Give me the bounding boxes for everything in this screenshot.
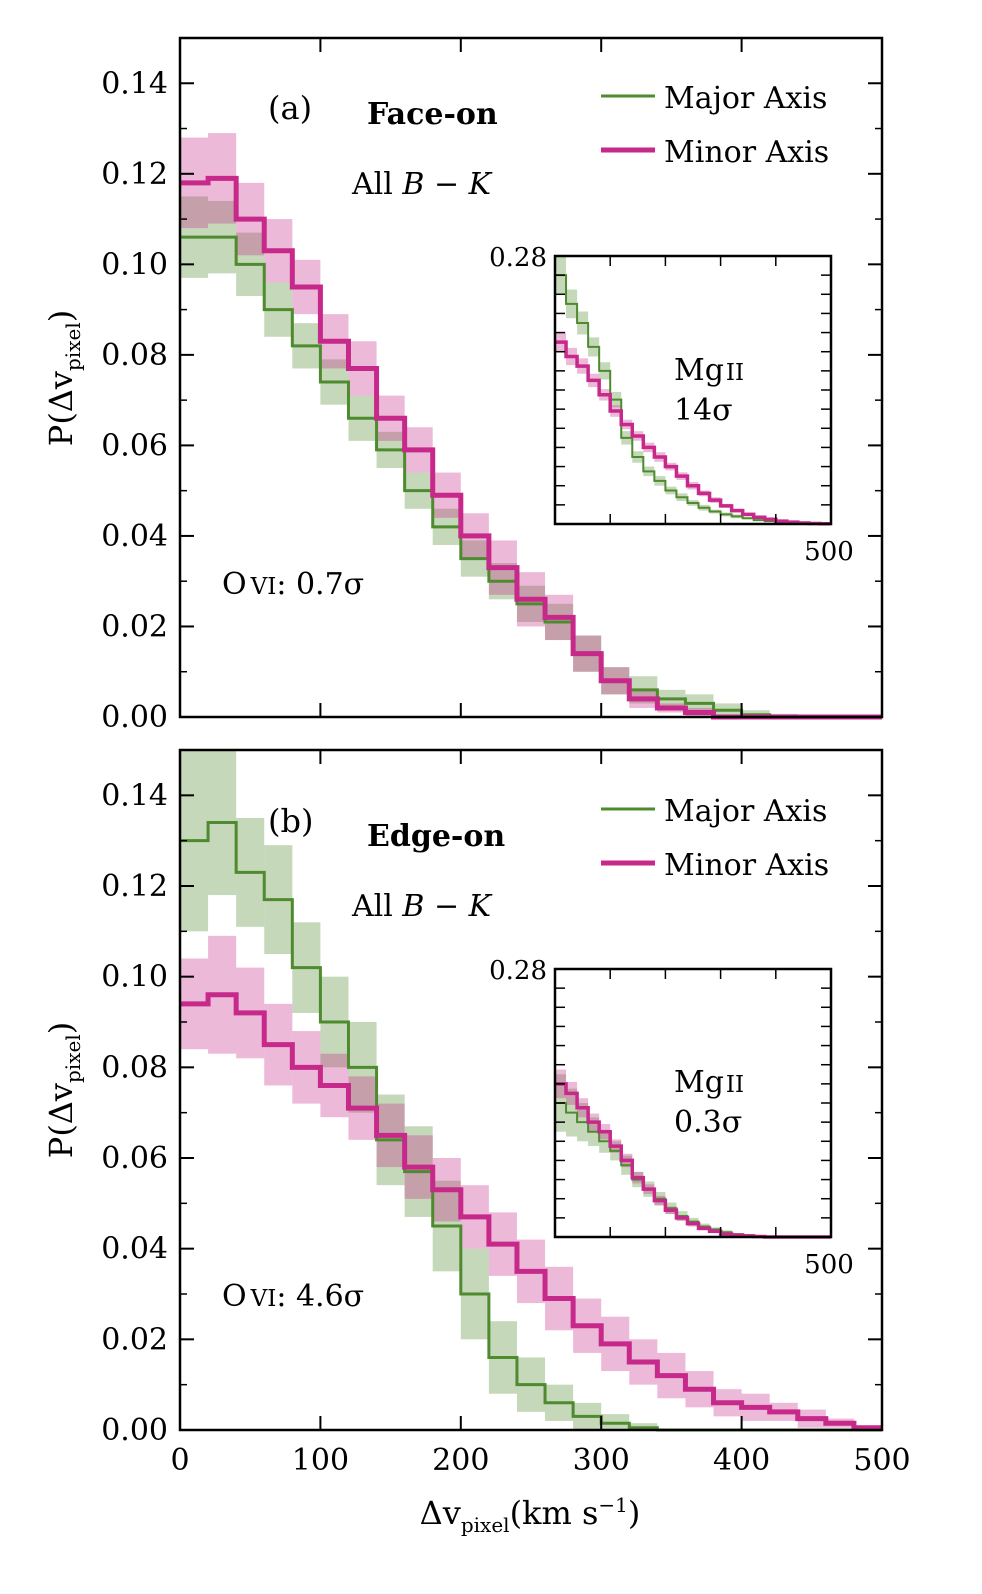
x-axis-label: Δvpixel(km s−1): [420, 1493, 641, 1537]
inset-background: [555, 969, 831, 1237]
inset-ion-label: MgII: [674, 353, 744, 388]
y-tick-label: 0.02: [101, 609, 168, 644]
legend-label-major: Major Axis: [664, 81, 827, 116]
x-tick-label: 100: [292, 1443, 349, 1478]
inset-y-tick-label: 0.28: [489, 243, 547, 273]
plot-frame: [178, 36, 884, 719]
y-tick-label: 0.04: [101, 1232, 168, 1267]
x-tick-label: 300: [573, 1443, 630, 1478]
plot-frame: [178, 748, 884, 1432]
panel-face-on: 0.00 0.02 0.04 0.06 0.08 0.10 0.12 0.14 0.28 500…: [101, 36, 884, 735]
y-axis-label-bottom: P(Δvpixel): [42, 1022, 85, 1158]
ovi-stat: O VI: 4.6σ: [222, 1279, 364, 1314]
panel-title: Face-on: [367, 97, 498, 132]
y-tick-label: 0.02: [101, 1322, 168, 1357]
panel-title: Edge-on: [367, 819, 505, 854]
x-tick-label: 500: [853, 1443, 910, 1478]
inset-background: [555, 256, 831, 524]
legend-label-minor: Minor Axis: [664, 135, 829, 170]
y-tick-label: 0.12: [101, 869, 168, 904]
axes: 0.00 0.02 0.04 0.06 0.08 0.10 0.12 0.14: [101, 36, 884, 735]
panel-subtitle: All B − K: [351, 167, 493, 202]
legend: Major Axis Minor Axis: [601, 81, 829, 170]
legend-label-minor: Minor Axis: [664, 848, 829, 883]
y-tick-label: 0.04: [101, 519, 168, 554]
minor-axis-line: [180, 992, 882, 1431]
panel-label: (a): [268, 89, 312, 127]
ovi-stat: O VI: 0.7σ: [222, 567, 364, 602]
legend-label-major: Major Axis: [664, 794, 827, 829]
x-tick-label: 0: [170, 1443, 189, 1478]
panel-label: (b): [268, 802, 313, 840]
minor-axis-line: [555, 340, 831, 526]
y-tick-label: 0.08: [101, 338, 168, 373]
x-tick-label: 200: [432, 1443, 489, 1478]
y-tick-label: 0.00: [101, 1413, 168, 1448]
inset-x-tick-label: 500: [804, 1250, 854, 1280]
y-tick-label: 0.06: [101, 428, 168, 463]
y-tick-label: 0.08: [101, 1050, 168, 1085]
inset-x-tick-label: 500: [804, 537, 854, 567]
y-axis-label-top: P(Δvpixel): [42, 310, 85, 446]
legend: Major Axis Minor Axis: [601, 794, 829, 883]
inset-stat: 0.3σ: [674, 1105, 742, 1140]
inset-mg-ii: 0.28 500: [489, 956, 854, 1280]
axes: 0.00 0.02 0.04 0.06 0.08 0.10 0.12 0.14 0 100 200 3…: [101, 748, 911, 1478]
y-tick-label: 0.06: [101, 1141, 168, 1176]
y-tick-label: 0.12: [101, 157, 168, 192]
inset-stat: 14σ: [674, 393, 733, 428]
y-tick-label: 0.14: [101, 66, 168, 101]
y-tick-label: 0.10: [101, 960, 168, 995]
y-tick-label: 0.00: [101, 700, 168, 735]
x-tick-label: 400: [713, 1443, 770, 1478]
panel-edge-on: 0.00 0.02 0.04 0.06 0.08 0.10 0.12 0.14 0 100 200 3…: [101, 748, 911, 1478]
inset-ion-label: MgII: [674, 1065, 744, 1100]
y-tick-label: 0.14: [101, 778, 168, 813]
inset-mg-ii: 0.28 500: [489, 243, 854, 567]
inset-y-tick-label: 0.28: [489, 956, 547, 986]
minor-axis-line: [180, 175, 882, 720]
y-tick-label: 0.10: [101, 247, 168, 282]
inset-lines: [555, 274, 831, 526]
panel-subtitle: All B − K: [351, 889, 493, 924]
